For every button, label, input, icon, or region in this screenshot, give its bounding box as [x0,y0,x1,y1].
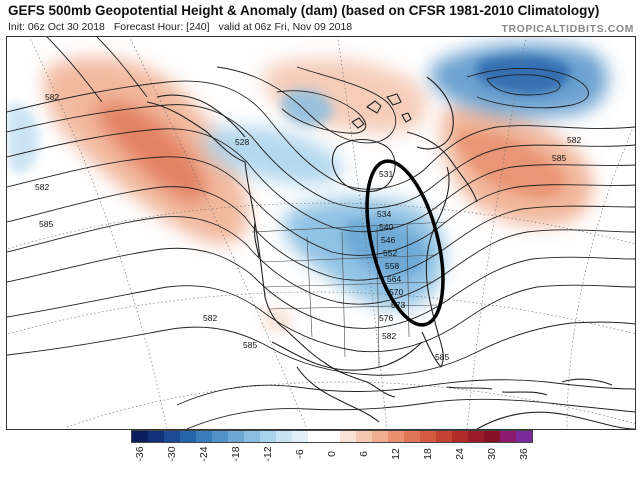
contour-label: 564 [387,274,401,284]
anomaly-positive-pacific-core [95,101,206,203]
colorbar-segment [420,431,436,442]
coast-labrador [406,131,478,203]
contour-label: 582 [45,92,59,102]
colorbar-tick-label: 18 [422,448,434,460]
contour-label: 582 [382,331,396,341]
colorbar-segment [228,431,244,442]
coast-east-us [421,166,450,368]
contour-label: 573 [391,300,405,310]
contour-label: 582 [35,182,49,192]
height-contours [7,37,635,429]
anomaly-negative-alaska [281,89,333,127]
colorbar-segment [180,431,196,442]
colorbar-tick-label: 36 [518,448,530,460]
contour-label: 585 [243,340,257,350]
valid-time: valid at 06z Fri, Nov 09 2018 [218,21,353,33]
anomaly-negative-west-edge [7,103,40,173]
coast-islands [351,93,412,129]
coast-south-america [476,411,635,429]
coast-mexico [296,366,380,423]
colorbar-segment [388,431,404,442]
coast-alaska [156,94,246,138]
anomaly-negative-canada [202,126,343,186]
colorbar-segment [468,431,484,442]
contour-label: 585 [552,153,566,163]
anomaly-positive-caribbean [262,305,293,334]
anomaly-shading [7,43,609,334]
contour-label: 531 [379,169,393,179]
map-canvas: 582 582 585 528 582 585 582 585 582 585 … [7,37,635,429]
colorbar-segment [276,431,292,442]
colorbar-tick-label: 0 [326,451,338,457]
init-time: Init: 06z Oct 30 2018 [8,21,105,33]
contour-label: 585 [39,219,53,229]
colorbar-tick-label: 12 [390,448,402,460]
map-subtitle: Init: 06z Oct 30 2018 Forecast Hour: [24… [8,21,358,33]
coastlines [146,76,635,429]
colorbar-tick-label: -30 [166,446,178,462]
contour-label: 570 [389,287,403,297]
contour-labels: 582 582 585 528 582 585 582 585 582 585 … [35,92,581,362]
anomaly-positive-atlantic-core [457,131,566,198]
anomaly-colorbar [131,430,533,443]
contour-label: 576 [379,313,393,323]
colorbar-segment [372,431,388,442]
contour-label: 534 [377,209,391,219]
map-title: GEFS 500mb Geopotential Height & Anomaly… [8,3,600,18]
coast-north-america [146,101,396,398]
colorbar-segment [436,431,452,442]
contour-label: 546 [381,235,395,245]
trough-highlight-ellipse [365,159,445,327]
forecast-hour: Forecast Hour: [240] [113,21,210,33]
colorbar-segment [260,431,276,442]
colorbar-segment [324,431,340,442]
colorbar-segment [164,431,180,442]
contour-label: 582 [203,313,217,323]
colorbar-tick-label: -6 [294,449,306,459]
contour-label: 585 [435,352,449,362]
contour-label: 558 [385,261,399,271]
brand-watermark: TROPICALTIDBITS.COM [501,23,634,35]
colorbar-segment [148,431,164,442]
anomaly-negative-east-us-core [342,219,426,278]
colorbar-segment [500,431,516,442]
colorbar-tick-label: -12 [262,446,274,462]
colorbar-tick-label: 24 [454,448,466,460]
colorbar-segment [292,431,308,442]
colorbar-segment [516,431,532,442]
contour-label: 582 [567,135,581,145]
graticule [7,37,635,429]
colorbar-tick-label: 30 [486,448,498,460]
coast-greenland [416,76,454,150]
political-boundaries [251,221,448,368]
colorbar-tick-label: -24 [198,446,210,462]
contour-label: 528 [235,137,249,147]
coast-hudson-bay [331,138,396,193]
colorbar-segment [196,431,212,442]
colorbar-segment [484,431,500,442]
colorbar-tick-label: -36 [134,446,146,462]
contour-label: 540 [379,222,393,232]
colorbar-segment [452,431,468,442]
coast-gulf [271,341,423,371]
colorbar-tick-label: -18 [230,446,242,462]
colorbar-segment [340,431,356,442]
coast-caribbean [446,378,613,396]
map-panel: 582 582 585 528 582 585 582 585 582 585 … [6,36,636,430]
colorbar-segment [356,431,372,442]
colorbar-segment [212,431,228,442]
colorbar-segment [132,431,148,442]
colorbar-segment [404,431,420,442]
colorbar-tick-label: 6 [358,451,370,457]
colorbar-segment [308,431,324,442]
colorbar-segment [244,431,260,442]
contour-label: 552 [383,248,397,258]
